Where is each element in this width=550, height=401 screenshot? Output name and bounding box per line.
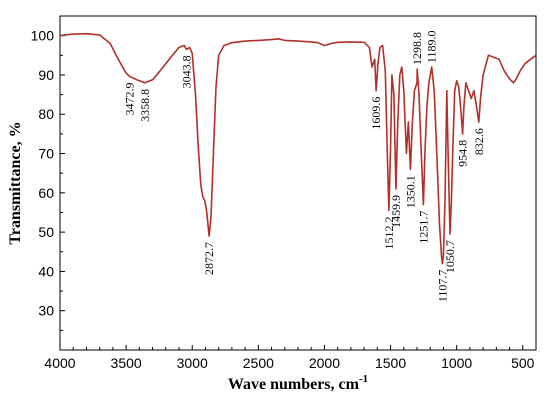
peak-label: 2872.7 [202,242,216,275]
y-tick-label: 30 [38,303,54,319]
x-tick-label: 4000 [44,355,75,371]
spectrum-line [59,32,537,265]
peak-label: 1298.8 [410,32,424,65]
x-axis-title: Wave numbers, cm-1 [228,373,368,393]
y-tick-label: 60 [38,185,54,201]
peak-label: 1350.1 [403,175,417,208]
y-tick-label: 40 [38,263,54,279]
y-tick-label: 100 [31,28,55,44]
x-axis-title-superscript: -1 [359,373,368,385]
plot-frame [59,15,537,351]
x-tick-label: 2000 [309,355,340,371]
y-tick-label: 70 [38,146,54,162]
y-tick-label: 90 [38,67,54,83]
x-axis-title-text: Wave numbers, cm [228,376,360,393]
x-tick-label: 1500 [375,355,406,371]
peak-label: 1251.7 [416,211,430,244]
peak-labels: 3472.9 3358.8 3043.8 2872.7 1609.6 1512.21459… [123,31,486,303]
x-tick-label: 1000 [441,355,472,371]
y-axis-title: Transmittance, % [7,121,24,244]
x-tick-label: 3500 [111,355,142,371]
peak-label: 3358.8 [138,89,152,122]
y-tick-label: 80 [38,106,54,122]
peak-label: 954.8 [456,140,470,167]
peak-label: 1512.2 [382,217,396,250]
x-tick-label: 3000 [177,355,208,371]
peak-label: 3472.9 [123,83,137,116]
peak-label: 3043.8 [179,55,193,88]
peak-label: 1189.0 [425,31,439,64]
axes [59,15,537,351]
peak-label: 1459.9 [389,195,403,228]
y-axis-ticks: 30 40 50 60 70 80 90 100 [31,28,65,331]
spectrum-series [59,32,537,265]
y-tick-label: 50 [38,224,54,240]
peak-label: 832.6 [472,128,486,155]
peak-label: 1050.7 [443,240,457,273]
peak-label: 1107.7 [435,270,449,303]
x-axis-ticks: 4000 3500 3000 2500 2000 1500 1000 500 [44,345,537,371]
x-tick-label: 500 [511,355,535,371]
peak-label: 1609.6 [369,97,383,130]
x-tick-label: 2500 [243,355,274,371]
